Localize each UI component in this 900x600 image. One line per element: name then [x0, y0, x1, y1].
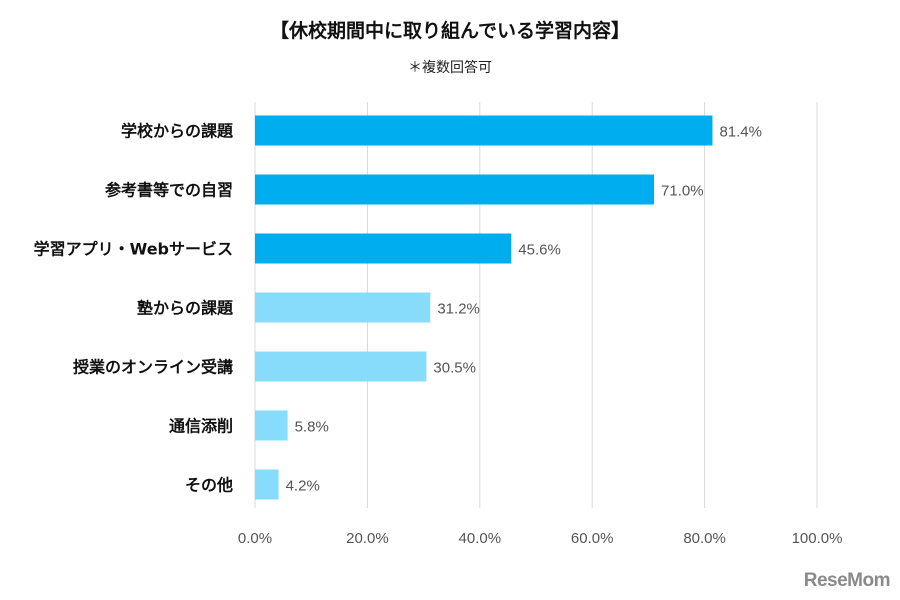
value-label: 5.8%	[295, 419, 329, 436]
bar	[255, 292, 431, 323]
category-label: 塾からの課題	[137, 299, 234, 318]
bar	[255, 233, 512, 264]
bars	[255, 115, 713, 500]
value-label: 31.2%	[437, 301, 480, 318]
category-label: 通信添削	[169, 417, 233, 436]
bar	[255, 410, 288, 441]
x-tick-label: 0.0%	[238, 530, 272, 547]
value-label: 4.2%	[286, 478, 320, 495]
x-tick-label: 20.0%	[346, 530, 389, 547]
x-axis-ticks: 0.0% 20.0% 40.0% 60.0% 80.0% 100.0%	[238, 530, 843, 547]
chart-title: 【休校期間中に取り組んでいる学習内容】	[269, 20, 631, 42]
value-label: 45.6%	[518, 242, 561, 259]
category-label: 授業のオンライン受講	[73, 358, 233, 377]
bar	[255, 469, 279, 500]
value-label: 71.0%	[661, 183, 704, 200]
category-label: 参考書等での自習	[105, 181, 233, 200]
category-label: 学習アプリ・Webサービス	[34, 240, 233, 259]
chart-subtitle: ＊複数回答可	[408, 60, 492, 76]
value-label: 30.5%	[433, 360, 476, 377]
x-tick-label: 100.0%	[792, 530, 843, 547]
x-tick-label: 80.0%	[683, 530, 726, 547]
x-tick-label: 60.0%	[571, 530, 614, 547]
value-label: 81.4%	[719, 124, 762, 141]
labels: 学校からの課題 81.4% 参考書等での自習 71.0% 学習アプリ・Webサービス 45…	[34, 122, 762, 495]
bar	[255, 115, 713, 146]
bar	[255, 174, 655, 205]
x-tick-label: 40.0%	[459, 530, 502, 547]
category-label: 学校からの課題	[121, 122, 234, 141]
resemom-logo: ReseMom	[803, 570, 891, 591]
bar	[255, 351, 427, 382]
category-label: その他	[185, 476, 233, 495]
